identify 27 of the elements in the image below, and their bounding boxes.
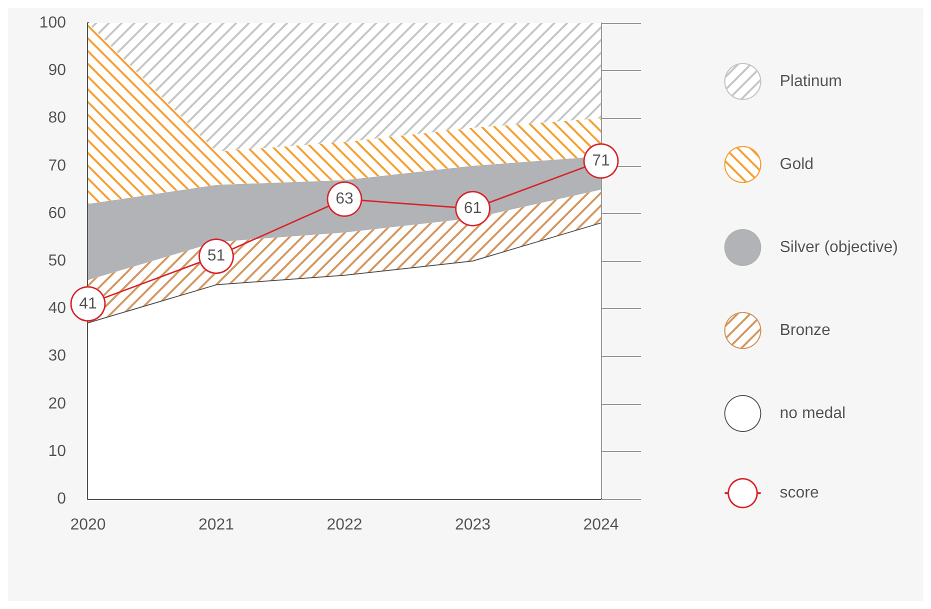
y-tick-label: 10	[48, 442, 66, 460]
x-tick-label: 2021	[198, 516, 234, 534]
legend-label: score	[780, 484, 819, 502]
x-tick-label: 2024	[583, 516, 619, 534]
data-label: 61	[464, 200, 482, 218]
y-tick-label: 40	[48, 300, 66, 318]
y-tick-label: 60	[48, 204, 66, 222]
y-tick-label: 100	[39, 14, 66, 32]
legend-label: Bronze	[780, 322, 831, 339]
y-tick-label: 50	[48, 252, 66, 270]
data-label: 51	[207, 248, 226, 265]
legend-label: no medal	[780, 405, 846, 422]
y-tick-label: 20	[48, 395, 66, 412]
y-tick-label: 70	[48, 157, 66, 174]
data-label: 63	[336, 190, 354, 208]
data-label: 41	[79, 295, 97, 312]
y-tick-label: 80	[48, 110, 66, 127]
y-tick-label: 0	[57, 490, 66, 508]
legend-label: Gold	[780, 156, 814, 173]
data-label: 71	[592, 152, 610, 170]
x-tick-label: 2022	[326, 516, 362, 534]
x-tick-label: 2023	[454, 516, 491, 534]
legend-label: Silver (objective)	[780, 239, 898, 256]
y-tick-label: 90	[48, 62, 66, 80]
y-tick-label: 30	[48, 348, 66, 365]
x-tick-label: 2020	[70, 516, 106, 534]
legend-label: Platinum	[780, 73, 842, 90]
